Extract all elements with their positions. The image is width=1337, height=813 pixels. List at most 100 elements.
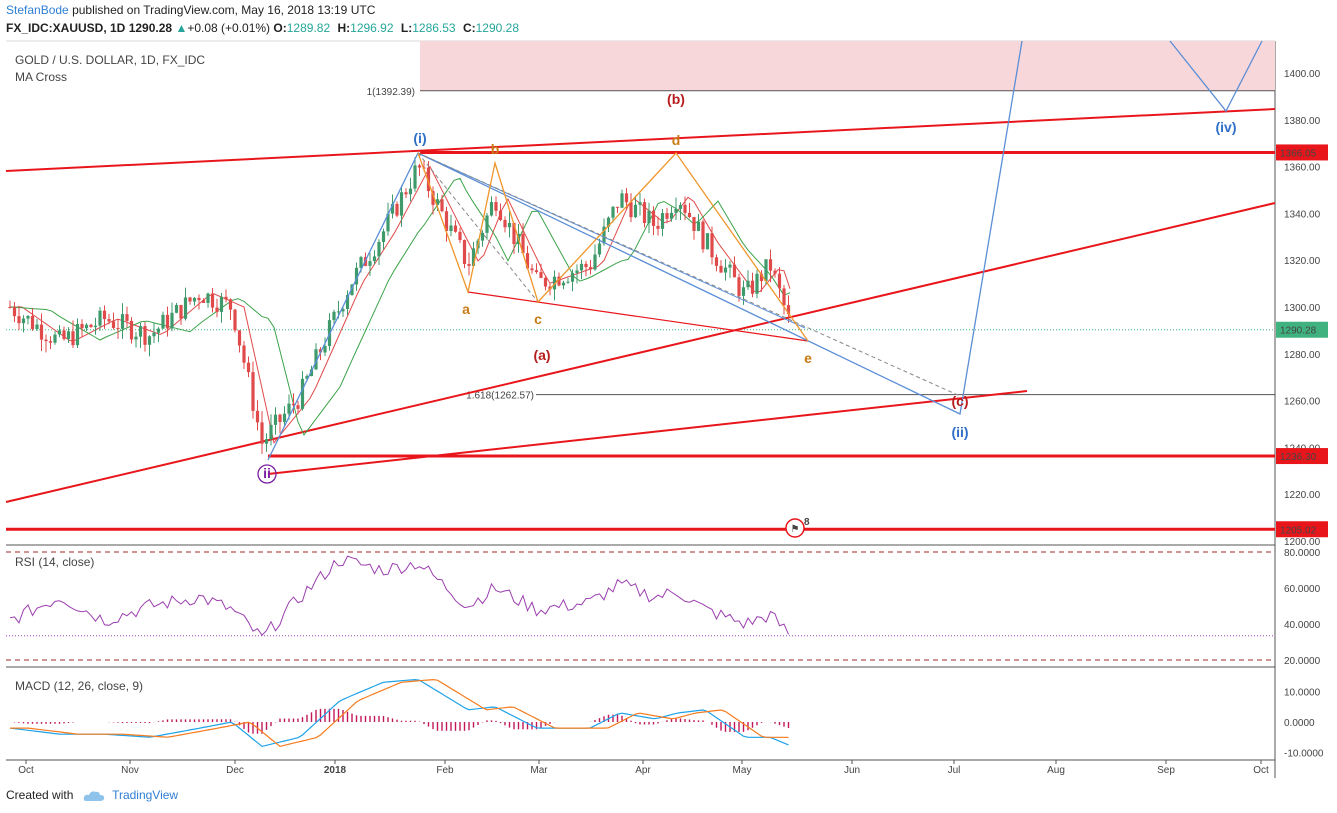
candle-body <box>521 233 525 254</box>
footer: Created with TradingView <box>6 788 178 802</box>
slow-ma-line <box>9 177 791 436</box>
wave-label: c <box>534 311 542 327</box>
candle-body <box>8 307 12 308</box>
candle-body <box>368 261 372 266</box>
candle-body <box>395 203 399 216</box>
candle-body <box>39 324 44 340</box>
trend-line <box>267 390 1028 475</box>
candle-body <box>179 305 183 319</box>
candle-body <box>291 403 296 406</box>
author-link[interactable]: StefanBode <box>6 3 69 17</box>
candle-body <box>107 319 111 322</box>
candle-body <box>710 233 714 258</box>
price-pane-title: GOLD / U.S. DOLLAR, 1D, FX_IDC <box>15 53 205 67</box>
candle-body <box>296 405 300 409</box>
candle-body <box>660 213 665 229</box>
candle-body <box>494 202 498 211</box>
price-tick-label: 1320.00 <box>1284 256 1321 267</box>
candle-body <box>17 316 21 324</box>
candle-body <box>507 222 512 228</box>
candle-body <box>719 265 723 273</box>
candle-body <box>377 241 381 257</box>
elliott-wave-path <box>267 40 1023 461</box>
time-tick-label: Jul <box>948 765 961 776</box>
candle-body <box>120 314 125 329</box>
candle-body <box>629 202 633 218</box>
candle-body <box>174 305 179 313</box>
candle-body <box>548 286 552 290</box>
candle-body <box>156 328 161 333</box>
candle-body <box>188 297 192 302</box>
candle-body <box>440 199 444 212</box>
candle-body <box>201 300 206 303</box>
price-tick-label: 1280.00 <box>1284 350 1321 361</box>
target-zone <box>420 41 1275 91</box>
dashed-channel <box>417 152 961 397</box>
candle-body <box>413 165 417 189</box>
candle-body <box>449 225 453 232</box>
wave-label: b <box>491 141 500 157</box>
time-axis[interactable]: Oct Nov Dec 2018 Feb Mar Apr May Jun Jul Aug Sep Oct <box>18 760 1269 776</box>
candle-body <box>224 296 228 300</box>
candle-body <box>570 273 575 282</box>
elliott-wave-path <box>1169 40 1263 113</box>
candle-body <box>210 293 215 308</box>
time-tick-label: Sep <box>1157 765 1175 776</box>
price-flag-label: 1366.05 <box>1280 148 1317 159</box>
time-tick-label: Aug <box>1047 765 1065 776</box>
ma-cross-label: MA Cross <box>15 70 67 84</box>
candle-body <box>246 362 251 373</box>
candle-body <box>255 410 260 423</box>
candle-body <box>503 219 507 228</box>
rsi-tick-label: 80.0000 <box>1284 548 1321 559</box>
price-pane[interactable]: 1(1392.39) 1.618(1262.57) (i) ii (ii) (iv) (a… <box>5 40 1328 548</box>
high-label: H: <box>337 21 351 35</box>
wave-label: e <box>804 350 812 366</box>
candle-body <box>282 413 287 422</box>
trend-line <box>5 108 1276 172</box>
last-price: 1290.28 <box>128 21 173 35</box>
tradingview-link[interactable]: TradingView <box>112 788 179 802</box>
macd-pane[interactable]: -10.0000 0.0000 10.0000 MACD (12, 26, clos… <box>9 678 1324 760</box>
price-change: +0.08 (+0.01%) <box>187 21 271 35</box>
candle-body <box>228 299 233 310</box>
candle-body <box>777 273 782 289</box>
candle-body <box>354 267 359 285</box>
candle-body <box>539 272 543 278</box>
candle-body <box>435 199 440 205</box>
candle-body <box>336 311 341 313</box>
price-flag-label: 1236.30 <box>1280 452 1317 463</box>
candle-body <box>512 222 516 244</box>
candle-body <box>431 191 435 205</box>
candle-body <box>183 297 188 319</box>
candle-body <box>287 403 291 414</box>
high-value: 1296.92 <box>350 21 394 35</box>
candle-body <box>782 288 786 306</box>
wave-label: d <box>672 132 681 148</box>
candle-body <box>197 297 201 301</box>
wave-label: a <box>462 301 470 317</box>
candle-body <box>444 211 449 232</box>
candle-body <box>260 422 264 444</box>
time-tick-label: Oct <box>18 765 34 776</box>
price-tick-label: 1400.00 <box>1284 69 1321 80</box>
up-arrow-icon: ▲ <box>175 21 188 35</box>
candle-body <box>350 284 354 296</box>
wave-label: (a) <box>533 347 550 363</box>
candle-body <box>638 202 642 205</box>
candle-body <box>534 270 539 273</box>
candle-body <box>143 326 147 345</box>
candle-body <box>192 297 197 302</box>
candle-body <box>701 221 705 250</box>
candle-body <box>764 259 768 282</box>
candle-body <box>768 259 773 271</box>
trend-line <box>5 202 1276 503</box>
rsi-pane[interactable]: 20.0000 40.0000 60.0000 80.0000 RSI (14, cl… <box>6 548 1321 667</box>
price-flag <box>1276 144 1328 161</box>
wave-label: (iv) <box>1216 119 1237 135</box>
event-badge[interactable]: ⚑ 8 <box>785 517 810 538</box>
candle-body <box>611 206 615 218</box>
candle-body <box>665 213 669 219</box>
time-tick-label: Dec <box>226 765 244 776</box>
